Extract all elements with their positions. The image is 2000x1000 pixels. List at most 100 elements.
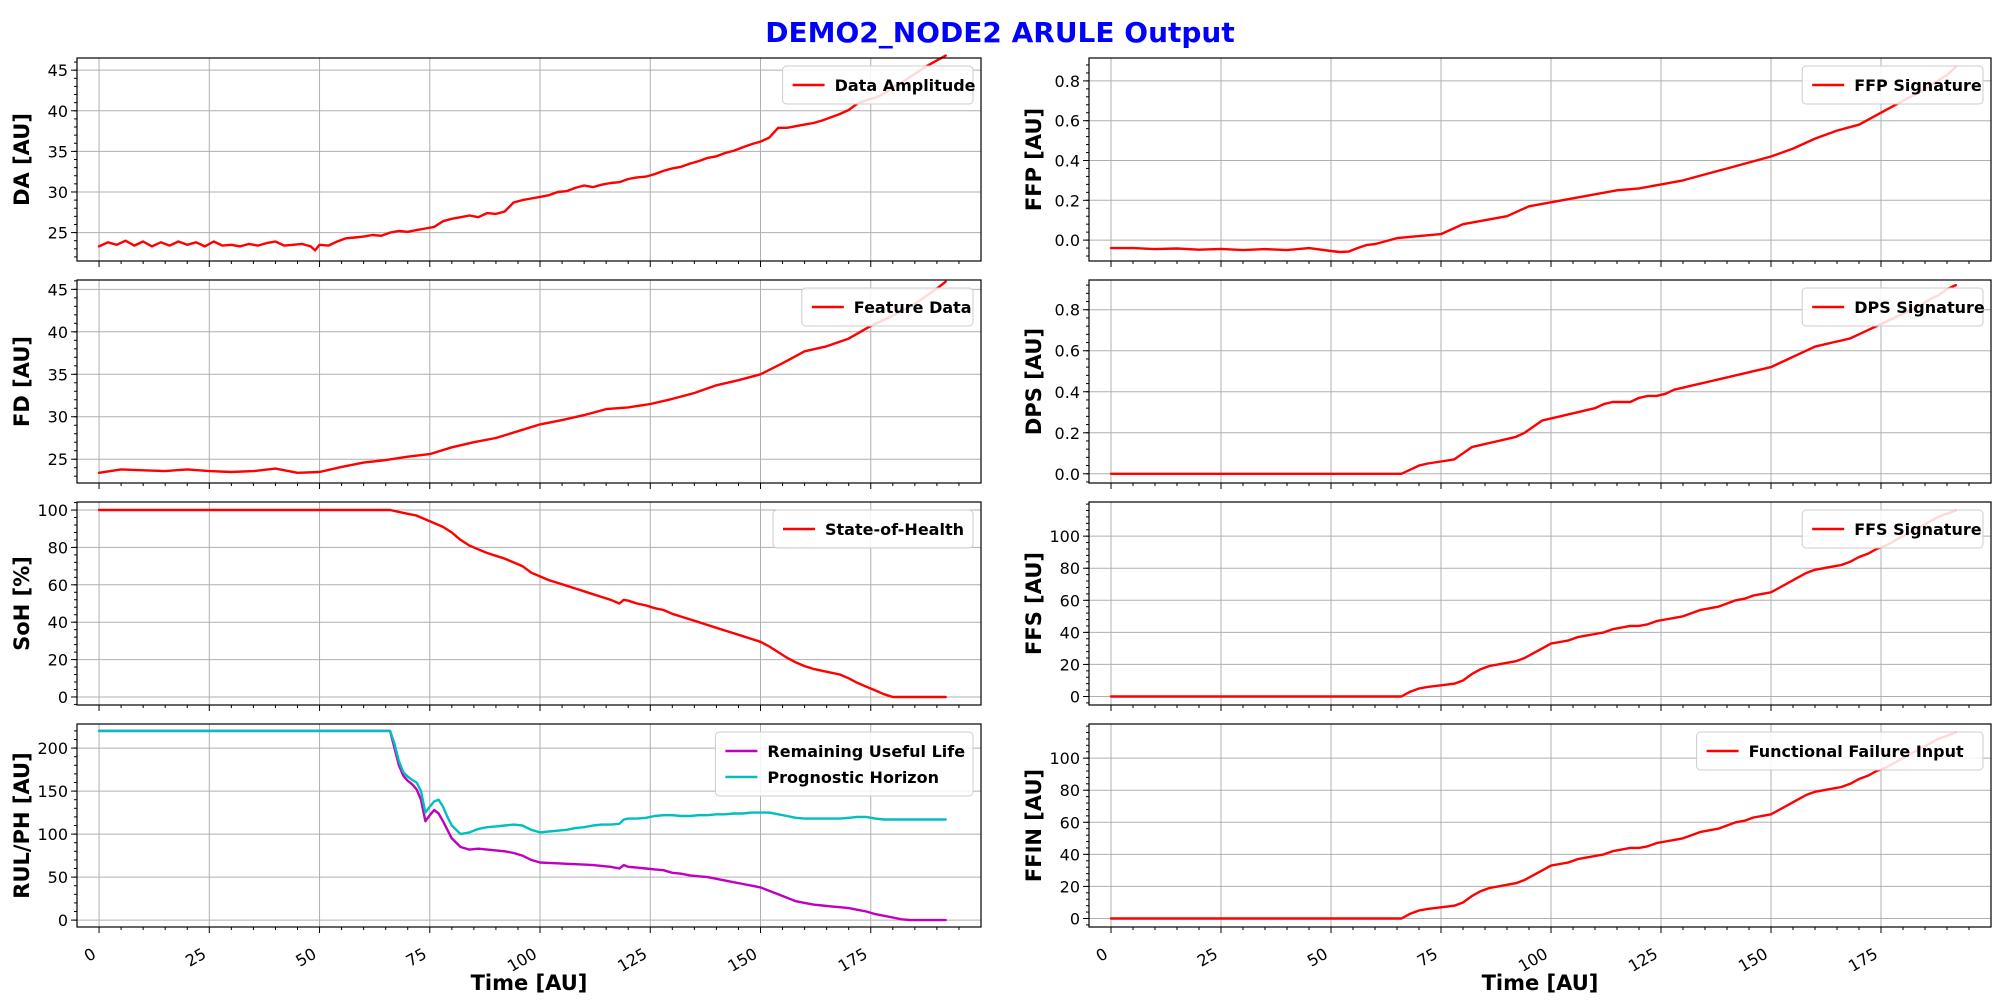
y-tick-label: 40 bbox=[48, 613, 68, 632]
y-tick-label: 40 bbox=[1060, 845, 1080, 864]
y-tick-label: 30 bbox=[48, 183, 68, 202]
y-axis-label: FFIN [AU] bbox=[1022, 769, 1046, 882]
axes-frame bbox=[76, 279, 982, 484]
y-tick-label: 35 bbox=[48, 365, 68, 384]
legend-box bbox=[714, 731, 974, 797]
y-tick-label: 25 bbox=[48, 224, 68, 243]
y-tick-label: 60 bbox=[1060, 591, 1080, 610]
legend-box bbox=[1801, 65, 1984, 105]
subplot-da: 25 30 35 40 45 DA [AU] Data Amplitude bbox=[10, 54, 982, 267]
x-tick-label: 25 bbox=[1194, 944, 1221, 971]
subplot-dps: 0.0 0.2 0.4 0.6 0.8 DPS [AU] DPS Signature bbox=[1022, 279, 1992, 489]
y-axis-label: FFP [AU] bbox=[1022, 108, 1046, 211]
legend-box bbox=[772, 509, 974, 549]
x-tick-label: 50 bbox=[292, 944, 319, 971]
y-tick-label: 200 bbox=[37, 739, 68, 758]
y-tick-label: 80 bbox=[1060, 781, 1080, 800]
legend-box bbox=[782, 65, 974, 105]
series-line-rulph-1 bbox=[97, 729, 947, 836]
series-line-ffs-0 bbox=[1109, 509, 1958, 698]
legend: Data Amplitude bbox=[782, 65, 976, 105]
legend-box bbox=[1801, 509, 1984, 549]
y-tick-label: 0 bbox=[1070, 910, 1080, 929]
y-axis-label: DPS [AU] bbox=[1022, 328, 1046, 435]
y-tick-label: 100 bbox=[1049, 749, 1080, 768]
y-axis-label: FD [AU] bbox=[10, 336, 34, 427]
y-tick-label: 40 bbox=[48, 323, 68, 342]
y-tick-label: 0.6 bbox=[1055, 342, 1080, 361]
series-line-ffp-0 bbox=[1109, 65, 1958, 254]
legend-box bbox=[801, 287, 974, 327]
legend: Functional Failure Input bbox=[1696, 731, 1984, 771]
x-tick-label: 150 bbox=[1735, 944, 1771, 976]
y-tick-label: 0.0 bbox=[1055, 231, 1080, 250]
y-tick-label: 0.8 bbox=[1055, 72, 1080, 91]
legend: FFS Signature bbox=[1801, 509, 1984, 549]
legend-box bbox=[1696, 731, 1984, 771]
legend: Feature Data bbox=[801, 287, 974, 327]
y-tick-label: 40 bbox=[48, 102, 68, 121]
axes-frame bbox=[1088, 501, 1992, 706]
axes-frame bbox=[76, 501, 982, 706]
legend-label: FFP Signature bbox=[1854, 76, 1982, 95]
x-tick-label: 25 bbox=[182, 944, 209, 971]
subplot-ffp: 0.0 0.2 0.4 0.6 0.8 FFP [AU] FFP Signature bbox=[1022, 57, 1992, 267]
axes-frame bbox=[1088, 723, 1992, 928]
y-tick-label: 100 bbox=[37, 501, 68, 520]
y-tick-label: 0 bbox=[58, 911, 68, 930]
y-tick-label: 50 bbox=[48, 868, 68, 887]
y-tick-label: 60 bbox=[1060, 813, 1080, 832]
y-tick-label: 80 bbox=[1060, 559, 1080, 578]
x-tick-label: 50 bbox=[1304, 944, 1331, 971]
y-tick-label: 35 bbox=[48, 142, 68, 161]
subplot-fd: 25 30 35 40 45 FD [AU] Feature Data bbox=[10, 279, 982, 489]
legend-label: Prognostic Horizon bbox=[767, 768, 939, 787]
axes-frame bbox=[1088, 279, 1992, 484]
series-line-dps-0 bbox=[1109, 283, 1958, 475]
y-tick-label: 0.4 bbox=[1055, 383, 1080, 402]
axes-frame bbox=[1088, 57, 1992, 262]
legend: DPS Signature bbox=[1801, 287, 1985, 327]
y-tick-label: 100 bbox=[37, 825, 68, 844]
legend-label: State-of-Health bbox=[825, 520, 964, 539]
x-tick-label: 0 bbox=[1093, 944, 1111, 966]
y-tick-label: 60 bbox=[48, 576, 68, 595]
y-tick-label: 0.2 bbox=[1055, 424, 1080, 443]
series-line-ffin-0 bbox=[1109, 731, 1958, 920]
legend-label: Remaining Useful Life bbox=[767, 742, 965, 761]
legend-label: Functional Failure Input bbox=[1749, 742, 1964, 761]
x-axis-label: Time [AU] bbox=[1482, 971, 1599, 995]
y-tick-label: 0 bbox=[1070, 688, 1080, 707]
series-line-soh-0 bbox=[97, 508, 947, 699]
legend-label: Data Amplitude bbox=[835, 76, 976, 95]
subplot-soh: 0 20 40 60 80 100 SoH [%] State-of-Health bbox=[10, 501, 982, 711]
legend: FFP Signature bbox=[1801, 65, 1984, 105]
y-tick-label: 20 bbox=[1060, 877, 1080, 896]
y-axis-label: RUL/PH [AU] bbox=[10, 752, 34, 898]
x-tick-label: 175 bbox=[835, 944, 871, 976]
y-tick-label: 0.0 bbox=[1055, 465, 1080, 484]
x-tick-label: 150 bbox=[725, 944, 761, 976]
legend-label: FFS Signature bbox=[1854, 520, 1982, 539]
y-tick-label: 0.2 bbox=[1055, 191, 1080, 210]
axes-frame bbox=[76, 723, 982, 928]
y-tick-label: 80 bbox=[48, 538, 68, 557]
series-line-rulph-0 bbox=[97, 729, 947, 922]
x-tick-label: 75 bbox=[1414, 944, 1441, 971]
legend-label: Feature Data bbox=[854, 298, 972, 317]
y-tick-label: 30 bbox=[48, 408, 68, 427]
y-tick-label: 0.8 bbox=[1055, 301, 1080, 320]
y-axis-label: DA [AU] bbox=[10, 113, 34, 206]
legend-box bbox=[1801, 287, 1984, 327]
figure-title: DEMO2_NODE2 ARULE Output bbox=[765, 16, 1235, 49]
series-line-da-0 bbox=[97, 54, 947, 252]
x-tick-label: 125 bbox=[614, 944, 650, 976]
y-axis-label: FFS [AU] bbox=[1022, 552, 1046, 655]
x-tick-label: 125 bbox=[1625, 944, 1661, 976]
legend-label: DPS Signature bbox=[1854, 298, 1985, 317]
y-axis-label: SoH [%] bbox=[10, 556, 34, 651]
